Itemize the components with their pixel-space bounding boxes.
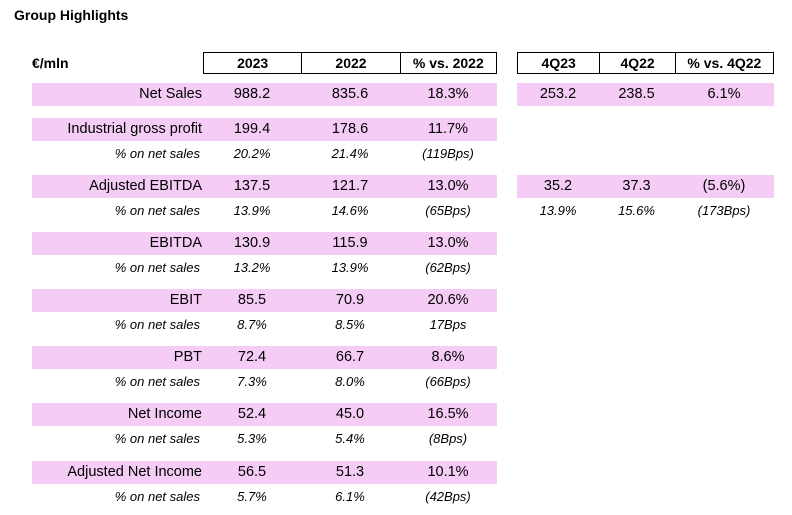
sub-value-cell: 13.9% <box>233 203 271 218</box>
quarter-value-cell: 35.2 <box>543 178 573 194</box>
value-cell: 45.0 <box>335 406 365 422</box>
sub-value-cell: 8.7% <box>237 317 267 332</box>
value-cell: 199.4 <box>233 121 271 137</box>
quarter-sub-value-cell: 15.6% <box>618 203 655 218</box>
value-cell: 11.7% <box>427 121 469 137</box>
sub-row-label: % on net sales <box>114 203 200 218</box>
sub-row-label: % on net sales <box>114 146 200 161</box>
sub-value-cell: (8Bps) <box>428 431 468 446</box>
value-cell: 56.5 <box>237 464 267 480</box>
header-4q22: 4Q22 <box>600 53 676 73</box>
header-main: 2023 2022 % vs. 2022 <box>203 52 497 74</box>
sub-value-cell: (62Bps) <box>425 260 471 275</box>
sub-value-cell: 13.2% <box>233 260 271 275</box>
sub-row-label: % on net sales <box>114 489 200 504</box>
value-cell: 178.6 <box>331 121 369 137</box>
sub-value-cell: 17Bps <box>429 317 467 332</box>
row-label: Adjusted EBITDA <box>89 178 202 194</box>
sub-value-cell: 8.0% <box>335 374 365 389</box>
sub-value-cell: (66Bps) <box>425 374 471 389</box>
value-cell: 10.1% <box>427 464 469 480</box>
sub-row-label: % on net sales <box>114 374 200 389</box>
value-cell: 66.7 <box>335 349 365 365</box>
sub-value-cell: 14.6% <box>331 203 369 218</box>
row-label: EBIT <box>169 292 202 308</box>
row-band <box>32 403 497 426</box>
sub-value-cell: (65Bps) <box>425 203 471 218</box>
row-label: Net Sales <box>139 86 202 102</box>
header-pct-4q22: % vs. 4Q22 <box>687 55 762 71</box>
quarter-value-cell: 238.5 <box>618 86 655 102</box>
value-cell: 130.9 <box>233 235 271 251</box>
sub-value-cell: 20.2% <box>233 146 271 161</box>
row-label: PBT <box>173 349 202 365</box>
header-pct-2022: % vs. 2022 <box>412 55 484 71</box>
quarter-value-cell: (5.6%) <box>702 178 746 194</box>
row-band <box>32 83 497 106</box>
value-cell: 835.6 <box>331 86 369 102</box>
value-cell: 137.5 <box>233 178 271 194</box>
row-band-quarter <box>517 175 774 198</box>
sub-value-cell: 7.3% <box>237 374 267 389</box>
sub-value-cell: (42Bps) <box>425 489 471 504</box>
quarter-value-cell: 37.3 <box>622 178 651 194</box>
header-2023: 2023 <box>204 53 303 73</box>
row-band <box>32 118 497 141</box>
row-label: EBITDA <box>149 235 202 251</box>
sub-value-cell: 21.4% <box>331 146 369 161</box>
sub-value-cell: (119Bps) <box>422 146 474 161</box>
header-quarter: 4Q23 4Q22 % vs. 4Q22 <box>517 52 774 74</box>
sub-value-cell: 5.7% <box>237 489 267 504</box>
row-band <box>32 461 497 484</box>
value-cell: 52.4 <box>237 406 267 422</box>
header-2022: 2022 <box>302 53 401 73</box>
value-cell: 8.6% <box>431 349 465 365</box>
value-cell: 85.5 <box>237 292 267 308</box>
quarter-value-cell: 253.2 <box>539 86 577 102</box>
value-cell: 70.9 <box>335 292 365 308</box>
value-cell: 16.5% <box>427 406 469 422</box>
sub-row-label: % on net sales <box>114 260 200 275</box>
value-cell: 121.7 <box>331 178 369 194</box>
row-band <box>32 346 497 369</box>
sub-row-label: % on net sales <box>114 317 200 332</box>
header-4q23: 4Q23 <box>518 53 601 73</box>
row-label: Adjusted Net Income <box>67 464 202 480</box>
sub-value-cell: 5.3% <box>237 431 267 446</box>
row-band <box>32 232 497 255</box>
sub-value-cell: 13.9% <box>331 260 369 275</box>
value-cell: 18.3% <box>427 86 469 102</box>
sub-value-cell: 6.1% <box>335 489 365 504</box>
value-cell: 988.2 <box>233 86 271 102</box>
value-cell: 115.9 <box>332 235 368 251</box>
page-title: Group Highlights <box>14 7 129 23</box>
row-label: Industrial gross profit <box>67 121 202 137</box>
quarter-sub-value-cell: 13.9% <box>539 203 577 218</box>
sub-value-cell: 8.5% <box>335 317 365 332</box>
value-cell: 51.3 <box>335 464 365 480</box>
sub-value-cell: 5.4% <box>335 431 365 446</box>
value-cell: 13.0% <box>427 178 469 194</box>
row-band <box>32 175 497 198</box>
quarter-sub-value-cell: (173Bps) <box>697 203 751 218</box>
row-label: Net Income <box>127 406 202 422</box>
unit-label: €/mln <box>32 55 69 71</box>
quarter-value-cell: 6.1% <box>707 86 741 102</box>
row-band-quarter <box>517 83 774 106</box>
value-cell: 13.0% <box>427 235 469 251</box>
row-band <box>32 289 497 312</box>
value-cell: 72.4 <box>237 349 267 365</box>
value-cell: 20.6% <box>427 292 469 308</box>
sub-row-label: % on net sales <box>114 431 200 446</box>
